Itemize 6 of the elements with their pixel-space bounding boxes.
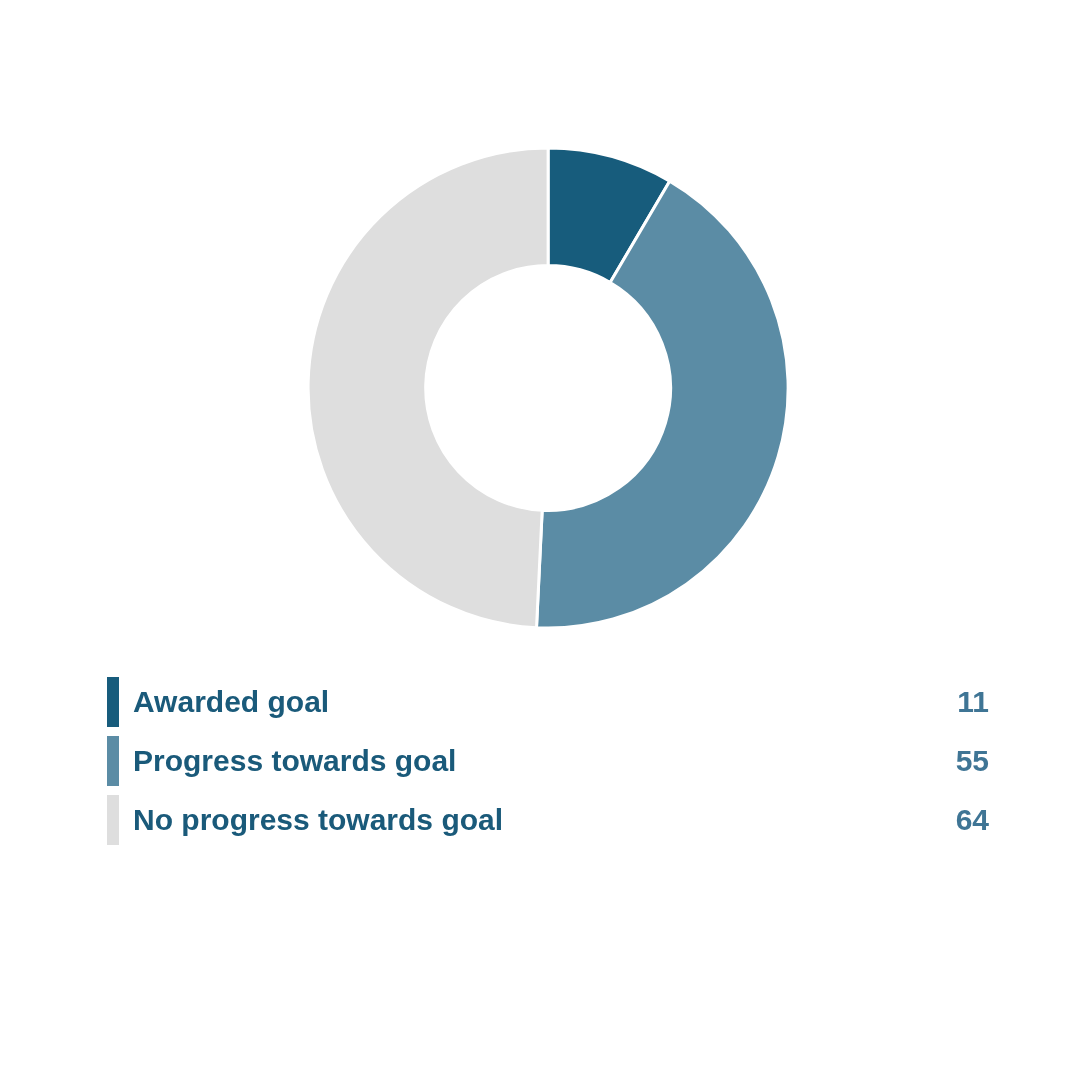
- data-label: 64: [955, 802, 989, 837]
- legend-label: No progress towards goal: [133, 802, 505, 837]
- legend-label: Awarded goal: [133, 684, 331, 719]
- data-label: 11: [957, 684, 989, 719]
- data-label: 55: [955, 743, 989, 778]
- legend-label: Progress towards goal: [133, 743, 458, 778]
